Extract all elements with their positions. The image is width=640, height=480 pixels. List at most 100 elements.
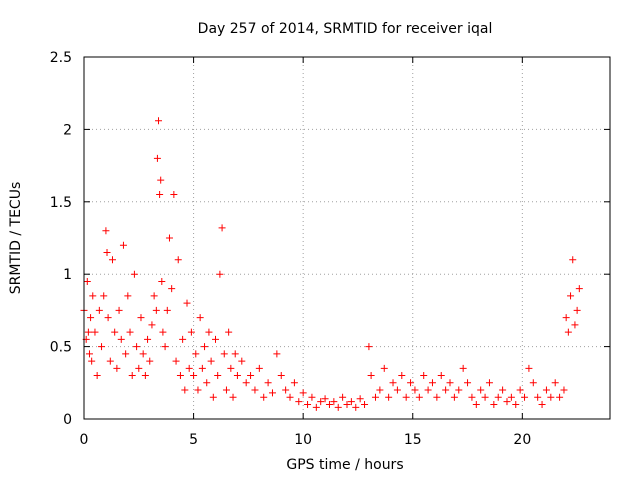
data-point [231,350,239,358]
data-point [108,256,116,264]
y-tick-label: 1 [63,267,72,283]
data-point [398,372,406,380]
data-point [371,393,379,401]
data-point [148,321,156,329]
data-point [144,335,152,343]
data-point [304,401,312,409]
data-point [367,372,375,380]
data-point [538,401,546,409]
data-point [286,393,294,401]
data-point [334,403,342,411]
data-point [130,270,138,278]
data-point [343,401,351,409]
data-point [158,277,166,285]
data-point [137,314,145,322]
data-point [152,306,160,314]
data-point [290,379,298,387]
data-point [380,364,388,372]
data-point [389,379,397,387]
data-point [481,393,489,401]
data-point [150,292,158,300]
data-point [277,372,285,380]
data-point [551,379,559,387]
data-point [196,314,204,322]
data-point [529,379,537,387]
data-point [242,379,250,387]
plot-frame [83,56,611,420]
data-point [273,350,281,358]
data-point [512,401,520,409]
grid-lines [84,57,610,419]
data-point [446,379,454,387]
data-point [573,306,581,314]
data-point [361,401,369,409]
data-point [229,393,237,401]
data-point [516,386,524,394]
data-point [85,350,93,358]
data-point [83,277,91,285]
data-point [521,393,529,401]
data-point [98,343,106,351]
data-point [163,306,171,314]
data-point [87,314,95,322]
data-point [433,393,441,401]
data-point [93,372,101,380]
data-point [126,328,134,336]
data-point [113,364,121,372]
y-tick-label: 2 [63,122,72,138]
data-point [84,328,92,336]
data-point [190,372,198,380]
data-point [525,364,533,372]
y-tick-label: 0 [63,412,72,428]
data-point [534,393,542,401]
data-point [542,386,550,394]
x-tick-label: 5 [189,432,198,448]
y-tick-label: 2.5 [50,50,72,66]
data-point [255,364,263,372]
data-point [157,176,165,184]
data-point [220,350,228,358]
data-point [222,386,230,394]
data-point [499,386,507,394]
data-point [119,241,127,249]
data-points [80,117,583,411]
data-point [477,386,485,394]
data-point [115,306,123,314]
data-point [161,343,169,351]
data-point [91,328,99,336]
data-point [153,154,161,162]
data-point [187,328,195,336]
data-point [194,386,202,394]
data-point [325,401,333,409]
chart-title: Day 257 of 2014, SRMTID for receiver iqa… [198,21,493,37]
data-point [571,321,579,329]
data-point [218,224,226,232]
data-point [490,401,498,409]
data-point [556,393,564,401]
data-point [459,364,467,372]
data-point [295,398,303,406]
data-point [95,306,103,314]
data-point [282,386,290,394]
data-point [225,328,233,336]
data-point [455,386,463,394]
data-point [567,292,575,300]
data-point [385,393,393,401]
data-point [212,335,219,343]
data-point [485,379,493,387]
data-point [365,343,373,351]
data-point [330,398,338,406]
data-point [415,393,423,401]
data-point [216,270,224,278]
data-point [569,256,577,264]
data-point [170,191,178,199]
data-point [317,398,325,406]
data-point [100,292,108,300]
data-point [183,299,191,307]
x-tick-label: 10 [294,432,312,448]
data-point [203,379,211,387]
data-point [227,364,235,372]
data-point [424,386,432,394]
data-point [437,372,445,380]
